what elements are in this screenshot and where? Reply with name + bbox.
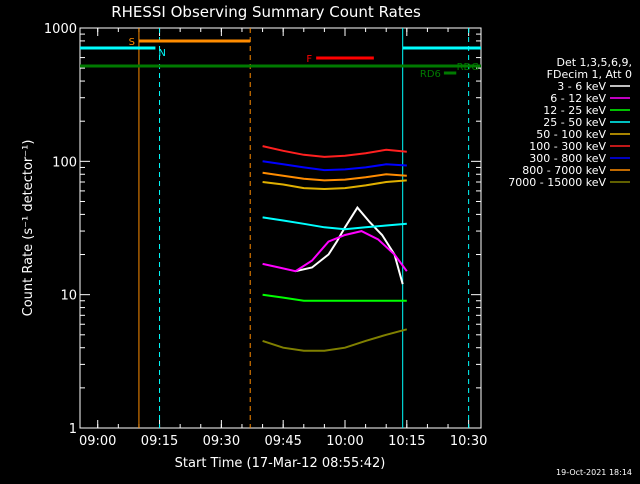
x-axis: 09:00 09:15 09:30 09:45 10:00 10:15 10:30 xyxy=(79,28,487,449)
annotation-label: S xyxy=(129,37,135,48)
legend-entry: 50 - 100 keV xyxy=(536,128,606,141)
annotation-label: F xyxy=(306,54,312,65)
series-line xyxy=(262,293,407,302)
annotation-label: RDG xyxy=(457,62,479,73)
series-line xyxy=(262,328,408,352)
series-line xyxy=(262,160,407,172)
y-axis-label: Count Rate (s⁻¹ detector⁻¹) xyxy=(21,140,36,317)
x-tick-label: 09:45 xyxy=(264,434,301,449)
legend-header: FDecim 1, Att 0 xyxy=(547,68,632,81)
legend-header: Det 1,3,5,6,9, xyxy=(556,56,632,69)
legend-entry: 7000 - 15000 keV xyxy=(508,176,606,189)
x-tick-label: 09:15 xyxy=(141,434,178,449)
series-line xyxy=(262,145,407,158)
timestamp-label: 19-Oct-2021 18:14 xyxy=(556,468,632,477)
legend-entry: 100 - 300 keV xyxy=(529,140,606,153)
annotation-label: N xyxy=(158,48,165,59)
series-line xyxy=(262,230,408,273)
y-tick-label: 10 xyxy=(60,289,77,304)
series-lines xyxy=(262,145,408,352)
legend-entry: 3 - 6 keV xyxy=(557,80,606,93)
legend-entry: 25 - 50 keV xyxy=(543,116,606,129)
x-tick-label: 10:00 xyxy=(326,434,363,449)
annotation-bars: S N F RDG RD6 xyxy=(80,37,481,80)
y-tick-label: 100 xyxy=(52,155,77,170)
chart-title: RHESSI Observing Summary Count Rates xyxy=(111,3,421,21)
x-tick-label: 09:00 xyxy=(79,434,116,449)
series-line xyxy=(295,205,404,285)
annotation-label: RD6 xyxy=(420,69,441,80)
x-tick-label: 09:30 xyxy=(203,434,240,449)
y-tick-label: 1000 xyxy=(44,22,77,37)
legend-entry: 300 - 800 keV xyxy=(529,152,606,165)
legend-entry: 6 - 12 keV xyxy=(550,92,606,105)
x-tick-label: 10:30 xyxy=(450,434,487,449)
series-line xyxy=(262,179,407,191)
series-line xyxy=(262,216,407,231)
y-axis: 1 10 100 1000 xyxy=(44,22,481,437)
plot-frame xyxy=(79,27,482,429)
legend-entry: 800 - 7000 keV xyxy=(522,164,606,177)
y-tick-label: 1 xyxy=(69,422,77,437)
legend-entry: 12 - 25 keV xyxy=(543,104,606,117)
x-axis-label: Start Time (17-Mar-12 08:55:42) xyxy=(175,456,386,471)
vertical-markers xyxy=(138,28,470,428)
series-line xyxy=(262,171,407,182)
x-tick-label: 10:15 xyxy=(388,434,425,449)
legend: Det 1,3,5,6,9,FDecim 1, Att 03 - 6 keV6 … xyxy=(508,56,632,189)
